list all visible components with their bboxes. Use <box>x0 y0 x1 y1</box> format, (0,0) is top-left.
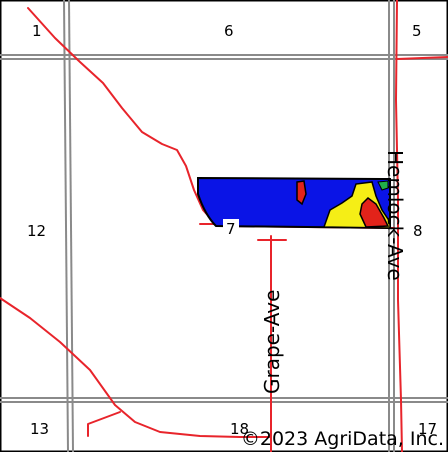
creek-south-branch <box>87 411 121 437</box>
hemlock-ave-label: Hemlock-Ave <box>383 150 407 281</box>
creek-south <box>0 297 272 438</box>
grape-ave-label: Grape-Ave <box>260 290 284 394</box>
field-zone-red-west <box>296 180 307 206</box>
section-label-12: 12 <box>27 222 46 240</box>
section-labels: 1 6 5 12 7 8 13 18 17 <box>27 22 437 438</box>
copyright-text: ©2023 AgriData, Inc. <box>241 428 444 450</box>
section-label-8: 8 <box>413 222 423 240</box>
section-label-17: 17 <box>418 420 437 438</box>
section-label-7-bg <box>223 219 239 237</box>
hemlock-ave-road <box>395 0 403 452</box>
field <box>197 176 391 230</box>
section-label-6: 6 <box>224 22 234 40</box>
road-east-stub <box>396 56 448 60</box>
section-label-5: 5 <box>412 22 422 40</box>
section-line-west-b <box>68 0 74 452</box>
creek-northwest <box>27 7 227 227</box>
field-zone-red-east <box>359 197 390 228</box>
section-label-1: 1 <box>32 22 42 40</box>
section-label-7: 7 <box>226 220 236 238</box>
section-line-west-a <box>63 0 69 452</box>
field-zone-green <box>377 180 389 191</box>
section-label-18: 18 <box>230 420 249 438</box>
section-label-13: 13 <box>30 420 49 438</box>
